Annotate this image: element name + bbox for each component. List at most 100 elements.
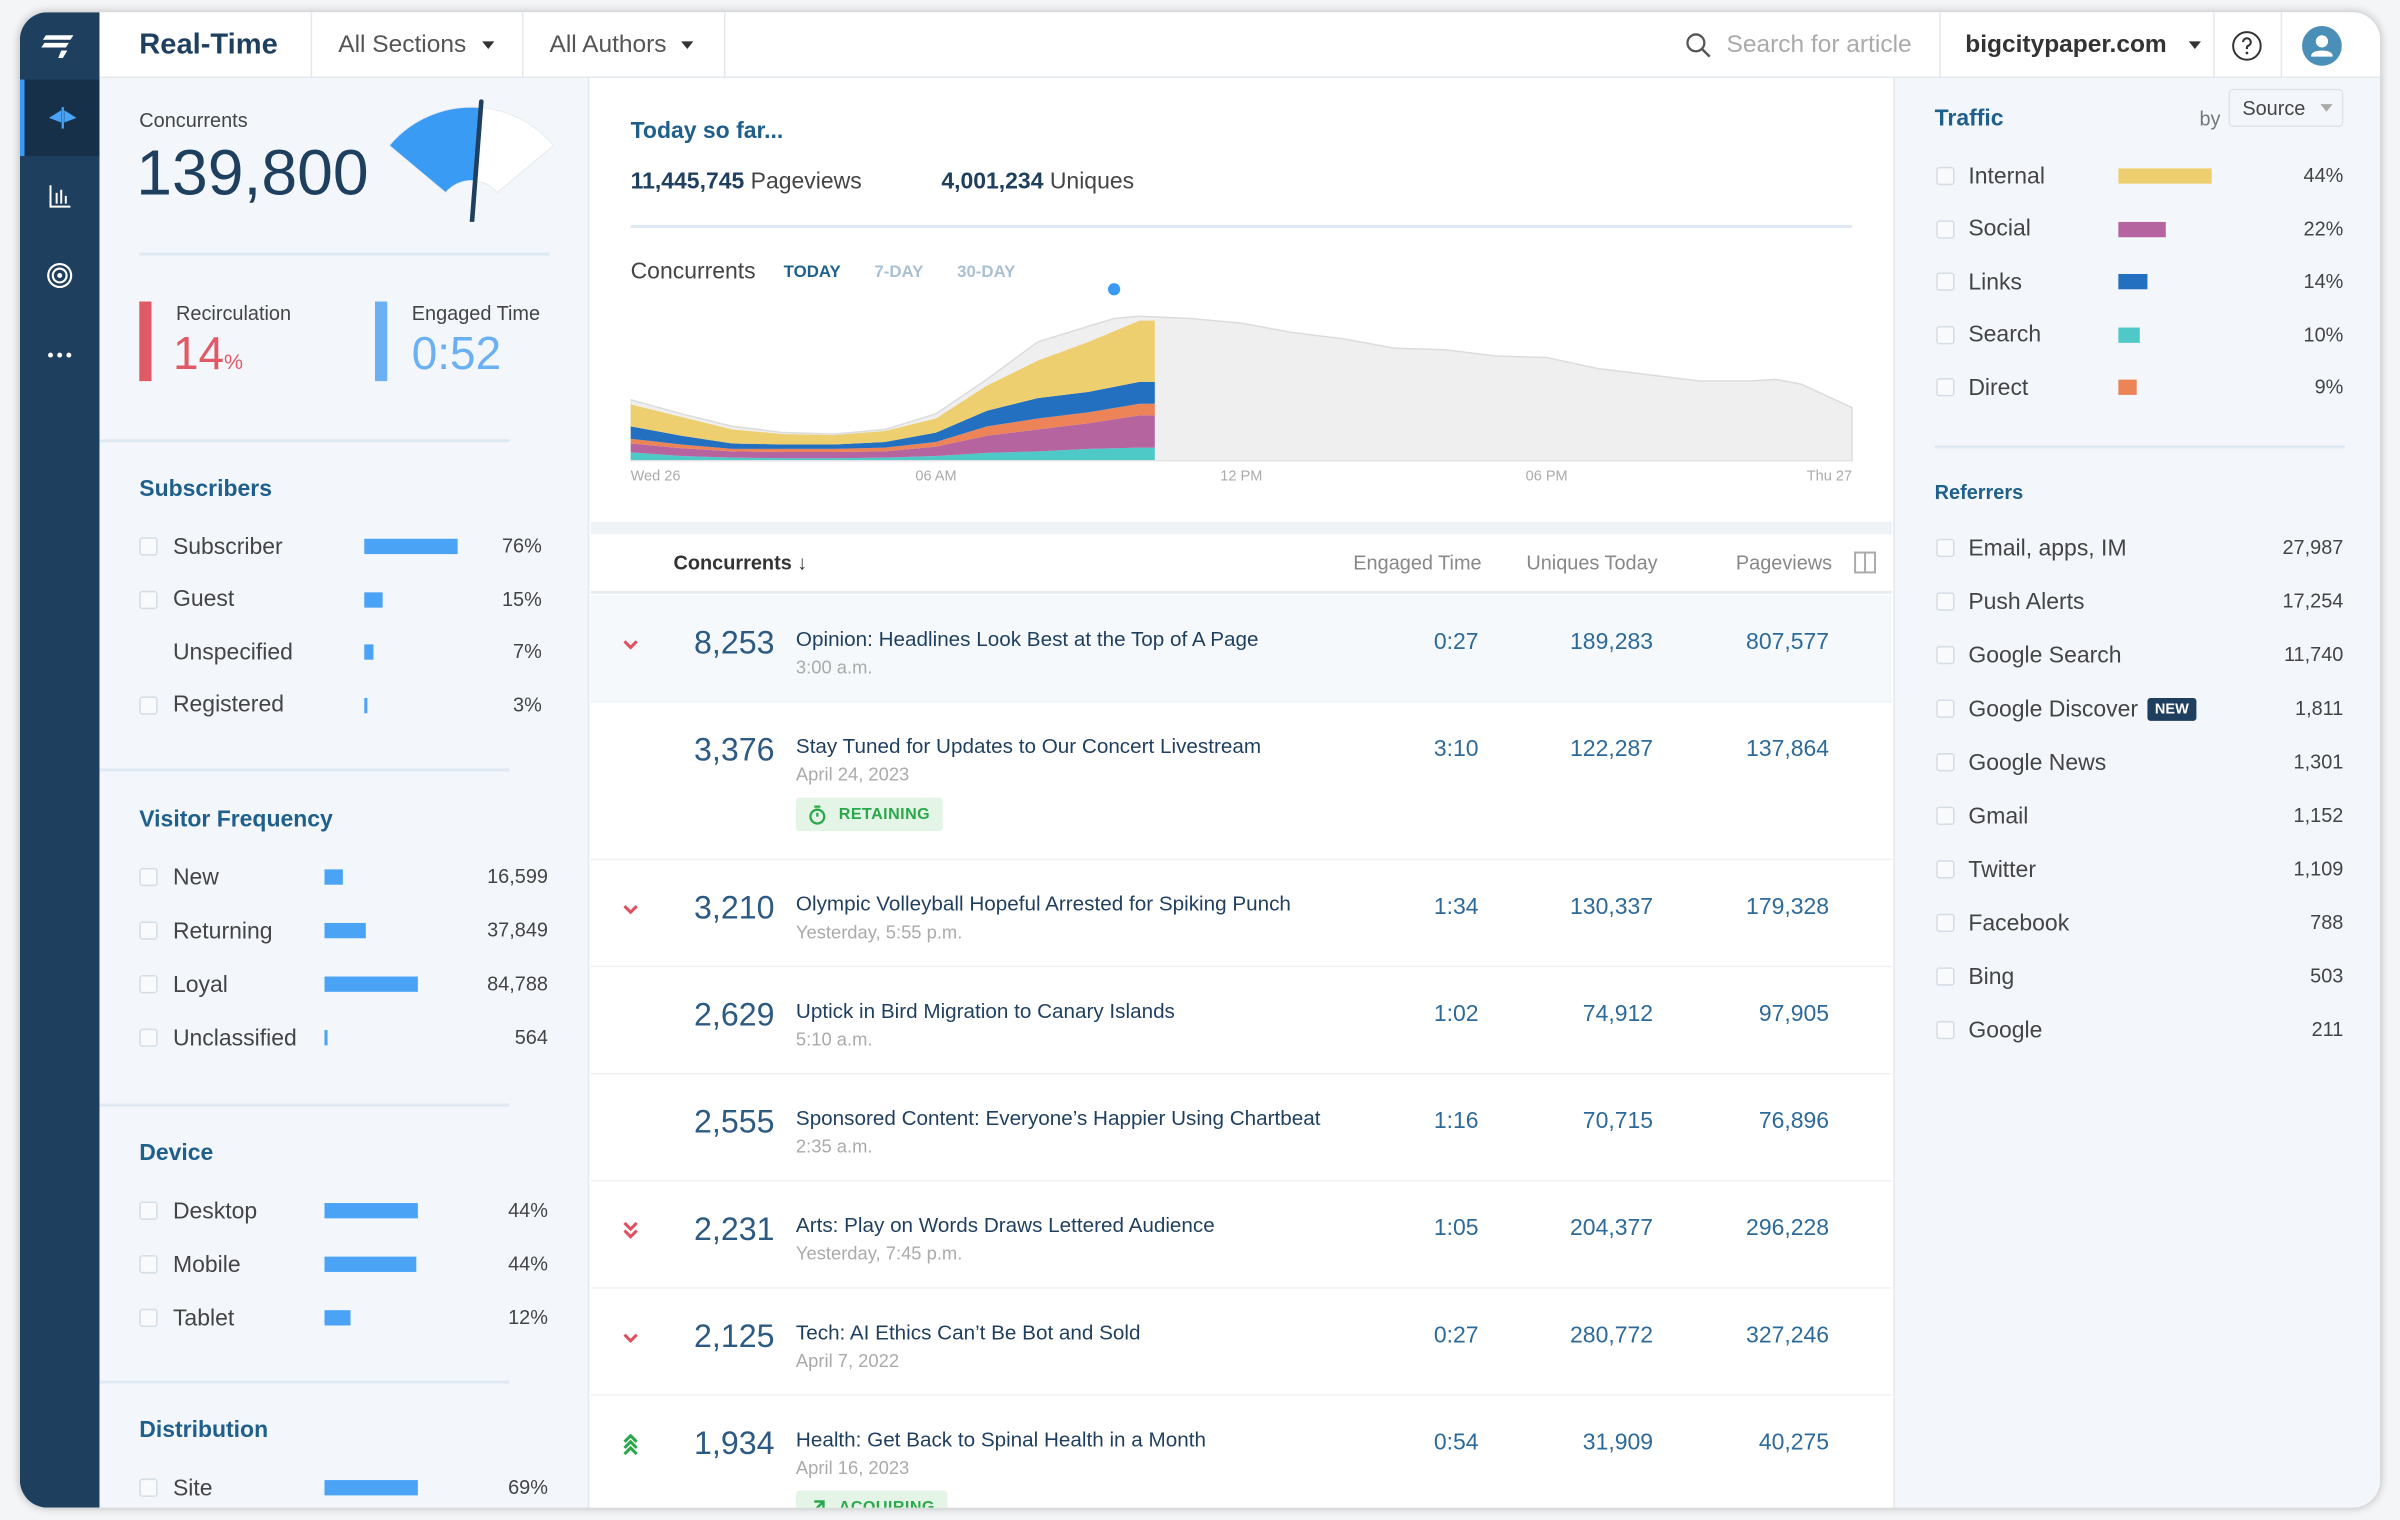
- traffic-source-label: Direct: [1968, 374, 2029, 401]
- checkbox[interactable]: [139, 537, 158, 556]
- referrer-item[interactable]: Gmail: [1968, 801, 2028, 832]
- search-box[interactable]: Search for article: [1685, 12, 1912, 78]
- checkbox[interactable]: [1936, 378, 1955, 398]
- user-icon: [2302, 25, 2342, 66]
- new-badge: NEW: [2147, 697, 2197, 721]
- referrer-item[interactable]: Google: [1968, 1015, 2042, 1046]
- checkbox[interactable]: [1936, 1020, 1955, 1040]
- referrer-item[interactable]: Email, apps, IM: [1968, 533, 2126, 564]
- checkbox[interactable]: [139, 695, 158, 715]
- checkbox[interactable]: [1936, 913, 1955, 933]
- chevron-down-icon: [681, 41, 695, 49]
- referrer-item[interactable]: Google News: [1968, 747, 2106, 778]
- checkbox[interactable]: [139, 1255, 158, 1274]
- user-avatar[interactable]: [2302, 12, 2342, 78]
- authors-label: All Authors: [549, 31, 667, 58]
- concurrents-value: 2,555: [694, 1105, 775, 1141]
- x-tick-label: 12 PM: [1220, 469, 1262, 485]
- article-title[interactable]: Stay Tuned for Updates to Our Concert Li…: [795, 734, 1262, 758]
- col-pageviews[interactable]: Pageviews: [1735, 551, 1833, 574]
- tab-today[interactable]: TODAY: [783, 263, 841, 282]
- article-title[interactable]: Arts: Play on Words Draws Lettered Audie…: [795, 1213, 1215, 1237]
- checkbox[interactable]: [1936, 538, 1955, 558]
- nav-reports[interactable]: [20, 158, 100, 235]
- checkbox[interactable]: [1936, 219, 1955, 239]
- article-title[interactable]: Sponsored Content: Everyone’s Happier Us…: [795, 1106, 1321, 1130]
- tab-7-day[interactable]: 7-DAY: [874, 263, 924, 282]
- referrer-item[interactable]: Google Discover NEW: [1968, 693, 2197, 724]
- checkbox[interactable]: [1936, 753, 1955, 772]
- sort-concurrents[interactable]: Concurrents ↓: [673, 551, 808, 574]
- article-row[interactable]: 2,125 Tech: AI Ethics Can’t Be Bot and So…: [590, 1288, 1892, 1396]
- pageviews-value: 137,864: [1746, 736, 1830, 763]
- authors-dropdown[interactable]: All Authors: [549, 12, 695, 78]
- checkbox[interactable]: [139, 1308, 158, 1328]
- referrer-item[interactable]: Twitter: [1968, 854, 2036, 885]
- article-row[interactable]: 1,934 Health: Get Back to Spinal Health i…: [590, 1395, 1892, 1508]
- article-row[interactable]: 2,629 Uptick in Bird Migration to Canary …: [590, 967, 1892, 1075]
- checkbox[interactable]: [139, 1201, 158, 1220]
- frequency-item-label: New: [172, 864, 219, 891]
- sections-dropdown[interactable]: All Sections: [338, 12, 494, 78]
- article-row[interactable]: 2,231 Arts: Play on Words Draws Lettered …: [590, 1181, 1892, 1289]
- referrer-item[interactable]: Bing: [1968, 961, 2014, 992]
- col-engaged-time[interactable]: Engaged Time: [1353, 551, 1482, 574]
- search-input[interactable]: Search for article: [1726, 31, 1912, 58]
- checkbox[interactable]: [139, 867, 158, 887]
- engaged-time-bar: [374, 301, 388, 382]
- page-title: Real-Time: [139, 28, 278, 61]
- checkbox[interactable]: [139, 590, 158, 609]
- checkbox[interactable]: [1936, 166, 1955, 186]
- checkbox[interactable]: [1936, 860, 1955, 879]
- checkbox[interactable]: [139, 1478, 158, 1497]
- engaged-time-value: 1:05: [1433, 1215, 1479, 1242]
- article-title[interactable]: Health: Get Back to Spinal Health in a M…: [795, 1428, 1206, 1452]
- article-title[interactable]: Olympic Volleyball Hopeful Arrested for …: [795, 892, 1291, 916]
- col-uniques-today[interactable]: Uniques Today: [1526, 551, 1658, 574]
- checkbox[interactable]: [1936, 325, 1955, 345]
- article-row[interactable]: 2,555 Sponsored Content: Everyone’s Happi…: [590, 1074, 1892, 1182]
- referrer-item[interactable]: Facebook: [1968, 908, 2069, 939]
- chartbeat-logo[interactable]: [20, 12, 100, 76]
- article-title[interactable]: Opinion: Headlines Look Best at the Top …: [795, 627, 1259, 651]
- checkbox[interactable]: [139, 921, 158, 940]
- checkbox[interactable]: [139, 974, 158, 994]
- article-row[interactable]: 8,253 Opinion: Headlines Look Best at the…: [590, 595, 1892, 703]
- traffic-value: 44%: [2303, 163, 2344, 187]
- checkbox[interactable]: [1936, 699, 1955, 718]
- traffic-by-select[interactable]: Source: [2228, 88, 2344, 128]
- referrer-item[interactable]: Google Search: [1968, 640, 2121, 671]
- site-dropdown[interactable]: bigcitypaper.com: [1965, 12, 2201, 78]
- checkbox[interactable]: [1936, 592, 1955, 611]
- article-title[interactable]: Uptick in Bird Migration to Canary Islan…: [795, 999, 1175, 1023]
- article-row[interactable]: 3,376 Stay Tuned for Updates to Our Conce…: [590, 702, 1892, 861]
- traffic-bar: [2118, 274, 2149, 290]
- x-tick-label: 06 AM: [915, 469, 956, 485]
- checkbox[interactable]: [1936, 645, 1955, 665]
- referrer-label: Push Alerts: [1968, 588, 2085, 615]
- article-time: 5:10 a.m.: [795, 1028, 873, 1050]
- by-label: by: [2199, 107, 2221, 131]
- tab-30-day[interactable]: 30-DAY: [957, 263, 1016, 282]
- nav-more[interactable]: [20, 317, 100, 394]
- right-panel: Traffic by Source Referrers Internal 44% S…: [1893, 78, 2381, 1508]
- nav-goals[interactable]: [20, 237, 100, 314]
- app-window: Real-Time All Sections All Authors Searc…: [19, 12, 2381, 1508]
- referrer-label: Google News: [1968, 749, 2107, 776]
- columns-icon[interactable]: [1854, 551, 1877, 574]
- article-time: April 16, 2023: [795, 1457, 910, 1479]
- article-title[interactable]: Tech: AI Ethics Can’t Be Bot and Sold: [795, 1320, 1141, 1344]
- checkbox[interactable]: [1936, 806, 1955, 825]
- nav-realtime[interactable]: [19, 79, 100, 157]
- checkbox[interactable]: [1936, 272, 1955, 292]
- uniques-value: 130,337: [1570, 893, 1654, 920]
- now-marker[interactable]: [1107, 283, 1121, 296]
- series-links: [630, 381, 1155, 449]
- frequency-bar: [324, 922, 366, 939]
- referrer-item[interactable]: Push Alerts: [1968, 586, 2084, 617]
- help-button[interactable]: [2232, 12, 2263, 78]
- checkbox[interactable]: [1936, 967, 1955, 986]
- article-row[interactable]: 3,210 Olympic Volleyball Hopeful Arrested…: [590, 860, 1892, 968]
- section-divider: [590, 521, 1892, 535]
- checkbox[interactable]: [139, 1028, 158, 1047]
